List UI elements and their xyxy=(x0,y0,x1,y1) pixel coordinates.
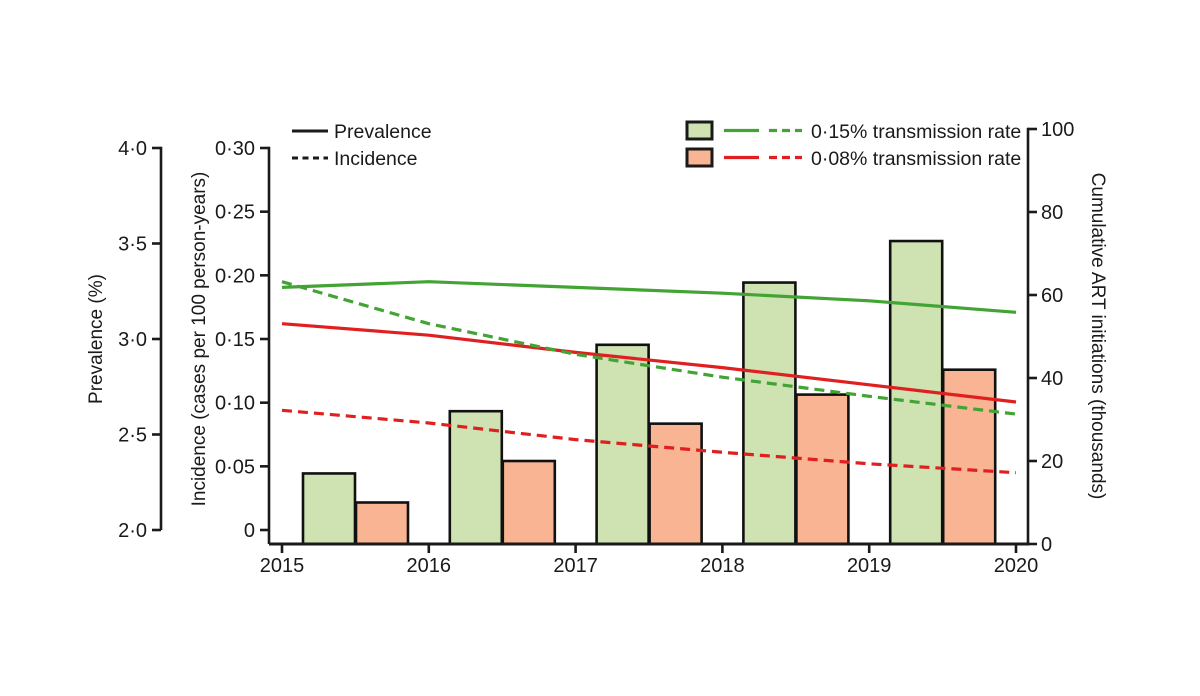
art-tick-label: 0 xyxy=(1041,534,1052,556)
line-prevalence-solid-green xyxy=(281,280,1017,314)
legend-swatch-015 xyxy=(685,120,714,141)
incidence-tick-label: 0·25 xyxy=(215,202,255,224)
prevalence-tick-label: 3·0 xyxy=(118,329,147,351)
x-tick-label: 2019 xyxy=(847,555,892,577)
art-axis-title: Cumulative ART initiations (thousands) xyxy=(1087,173,1108,500)
x-tick-label: 2020 xyxy=(994,555,1039,577)
legend-incidence-label: Incidence xyxy=(334,148,417,170)
legend-scenario-015-label: 0·15% transmission rate xyxy=(811,121,1021,143)
line-incidence-dashed-green xyxy=(281,280,1017,416)
bar-2015-green xyxy=(301,472,357,546)
art-tick-label: 20 xyxy=(1041,451,1063,473)
lines-layer xyxy=(281,280,1017,475)
art-tick-label: 60 xyxy=(1041,285,1063,307)
incidence-tick-label: 0·10 xyxy=(215,393,255,415)
prevalence-tick-label: 2·5 xyxy=(118,425,147,447)
prevalence-axis: 4·0 3·5 3·0 2·5 2·0 xyxy=(118,138,163,542)
bar-2016-orange xyxy=(501,459,557,546)
x-tick-label: 2018 xyxy=(700,555,745,577)
line-prevalence-solid-red xyxy=(281,322,1017,404)
prevalence-axis-title: Prevalence (%) xyxy=(86,274,107,404)
x-tick-label: 2015 xyxy=(260,555,305,577)
art-tick-label: 40 xyxy=(1041,368,1063,390)
art-tick-label: 100 xyxy=(1041,119,1074,141)
bar-2015-orange xyxy=(354,501,410,546)
x-tick-label: 2017 xyxy=(553,555,598,577)
incidence-axis: 0·30 0·25 0·20 0·15 0·10 0·05 0 xyxy=(215,138,271,544)
legend-measures: Prevalence Incidence xyxy=(292,121,432,170)
legend-prevalence-label: Prevalence xyxy=(334,121,432,143)
incidence-tick-label: 0·05 xyxy=(215,456,255,478)
art-axis: 100 80 60 40 20 0 xyxy=(1026,119,1074,556)
incidence-tick-label: 0 xyxy=(244,520,255,542)
incidence-tick-label: 0·30 xyxy=(215,138,255,160)
line-incidence-dashed-red xyxy=(281,408,1017,475)
bar-2018-green xyxy=(742,281,797,546)
bar-2016-green xyxy=(448,409,504,546)
x-axis: 2015 2016 2017 2018 2019 2020 xyxy=(260,542,1039,577)
incidence-tick-label: 0·15 xyxy=(215,329,255,351)
legend-scenario-008-label: 0·08% transmission rate xyxy=(811,148,1021,170)
bar-2018-orange xyxy=(795,393,850,546)
axes-layer: 4·03·53·02·52·00·300·250·200·150·100·050… xyxy=(118,119,1074,577)
incidence-tick-label: 0·20 xyxy=(215,265,255,287)
prevalence-tick-label: 4·0 xyxy=(118,138,147,160)
prevalence-tick-label: 3·5 xyxy=(118,234,147,256)
prevalence-tick-label: 2·0 xyxy=(118,520,147,542)
x-tick-label: 2016 xyxy=(407,555,452,577)
bars-layer xyxy=(301,239,997,546)
legend-scenarios: 0·15% transmission rate 0·08% transmissi… xyxy=(685,120,1021,170)
art-tick-label: 80 xyxy=(1041,202,1063,224)
legend-swatch-008 xyxy=(685,147,714,168)
incidence-axis-title: Incidence (cases per 100 person-years) xyxy=(189,172,210,507)
bar-2017-orange xyxy=(648,422,703,546)
axis-titles: Prevalence (%) Incidence (cases per 100 … xyxy=(86,172,1108,507)
